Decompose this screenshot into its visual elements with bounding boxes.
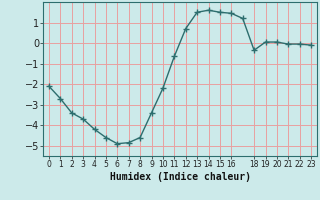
X-axis label: Humidex (Indice chaleur): Humidex (Indice chaleur) [109, 172, 251, 182]
